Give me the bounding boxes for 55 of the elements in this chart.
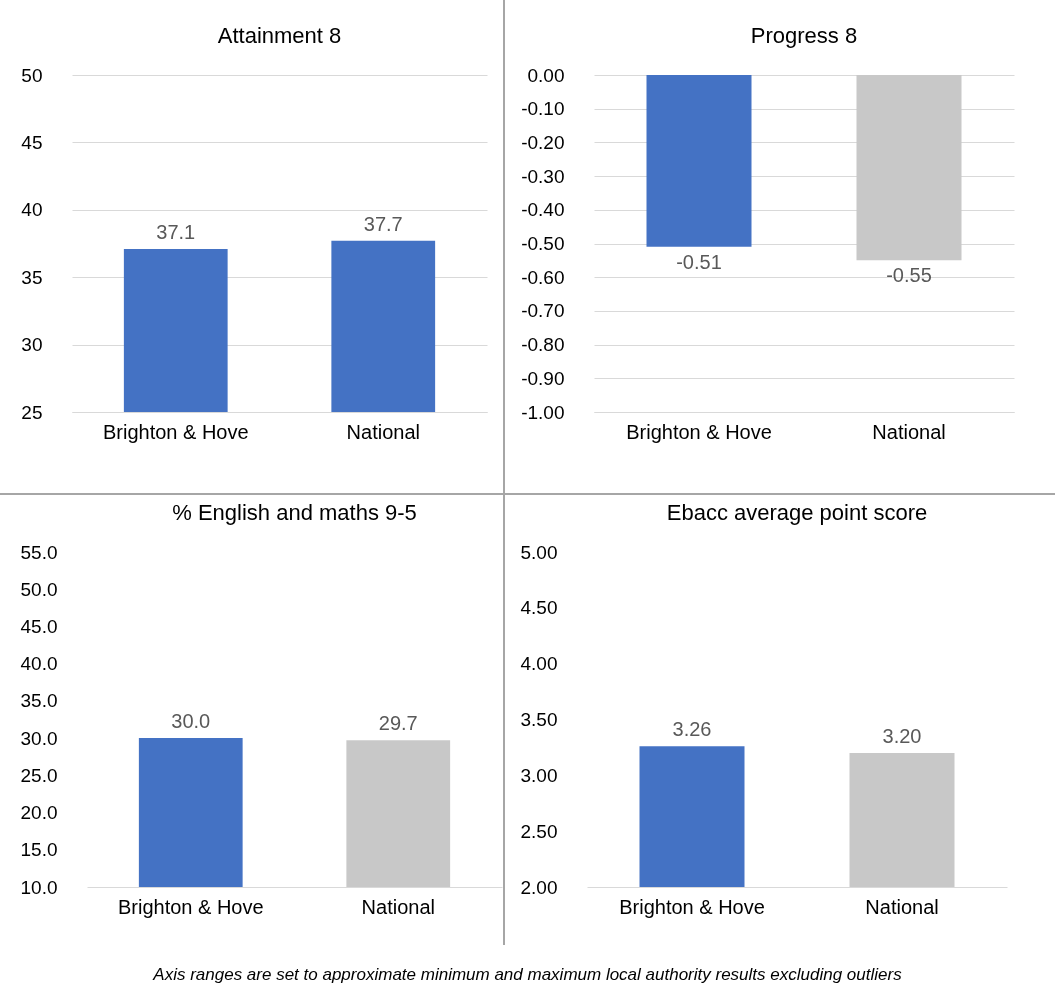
chart-title: % English and maths 9-5 — [172, 500, 417, 525]
chart-title: Progress 8 — [750, 23, 858, 48]
data-label: 37.1 — [156, 220, 196, 243]
y-tick-label: 3.50 — [520, 709, 558, 730]
y-tick-label: 25 — [21, 401, 43, 423]
data-label: 30.0 — [171, 710, 211, 733]
y-tick-label: 45.0 — [20, 615, 58, 637]
y-tick-label: 3.00 — [520, 764, 558, 786]
y-tick-label: 35.0 — [20, 690, 58, 712]
y-tick-label: 55.0 — [20, 541, 58, 563]
y-tick-label: 2.00 — [520, 876, 558, 898]
chart-title: Ebacc average point score — [666, 500, 928, 525]
chart-title: Attainment 8 — [217, 23, 342, 48]
y-tick-label: 0.00 — [527, 64, 565, 86]
y-tick-label: -0.40 — [521, 199, 565, 221]
y-tick-label: 45 — [21, 131, 43, 153]
x-tick-label: National — [361, 895, 435, 918]
y-tick-label: 2.50 — [520, 820, 558, 842]
x-tick-label: Brighton & Hove — [117, 895, 264, 918]
x-tick-label: National — [346, 420, 420, 443]
y-tick-label: -1.00 — [521, 401, 565, 423]
y-tick-label: -0.50 — [521, 233, 565, 254]
y-tick-label: -0.90 — [521, 367, 565, 389]
data-label: -0.51 — [676, 250, 722, 273]
y-tick-label: 5.00 — [520, 541, 558, 563]
y-tick-label: 30.0 — [20, 727, 58, 749]
y-tick-label: -0.80 — [521, 334, 565, 356]
y-tick-label: 20.0 — [20, 802, 58, 824]
y-tick-label: -0.60 — [521, 266, 565, 288]
y-tick-label: 50 — [21, 64, 43, 86]
y-tick-label: 4.50 — [520, 597, 558, 619]
x-tick-label: National — [865, 895, 939, 918]
data-label: 29.7 — [378, 712, 418, 735]
y-tick-label: 15.0 — [20, 839, 58, 861]
y-tick-label: 35 — [21, 266, 43, 288]
y-tick-label: 40 — [21, 199, 43, 221]
y-tick-label: 30 — [21, 334, 43, 356]
y-tick-label: 40.0 — [20, 653, 58, 675]
x-tick-label: Brighton & Hove — [619, 895, 765, 918]
y-tick-label: 25.0 — [20, 764, 58, 786]
y-tick-label: -0.20 — [521, 131, 565, 153]
data-label: 3.20 — [882, 725, 922, 747]
data-label: 37.7 — [363, 212, 403, 235]
data-label: 3.26 — [672, 718, 712, 741]
y-tick-label: 4.00 — [520, 653, 558, 675]
data-label: -0.55 — [886, 264, 932, 287]
x-tick-label: National — [872, 420, 946, 443]
y-tick-label: 10.0 — [20, 876, 58, 898]
y-tick-label: -0.70 — [521, 300, 565, 322]
x-tick-label: Brighton & Hove — [102, 420, 249, 443]
x-tick-label: Brighton & Hove — [626, 420, 772, 443]
y-tick-label: -0.30 — [521, 165, 565, 187]
y-tick-label: -0.10 — [521, 98, 565, 120]
text: Axis ranges are set to approximate minimum and maximum local authority results excluding outliers — [151, 965, 903, 985]
y-tick-label: 50.0 — [20, 578, 58, 600]
